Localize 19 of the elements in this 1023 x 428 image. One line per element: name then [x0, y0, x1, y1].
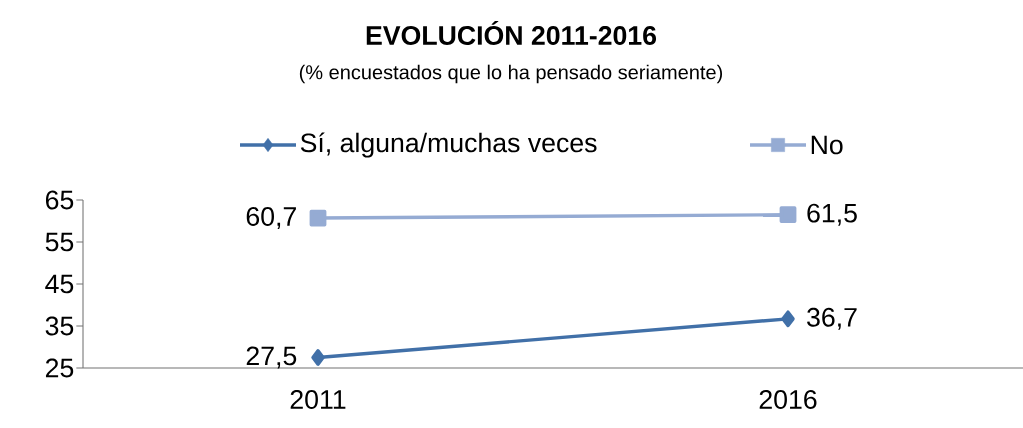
data-label: 60,7 [246, 207, 296, 230]
y-tick-label: 65 [45, 190, 74, 210]
data-label: 27,5 [246, 346, 297, 369]
x-tick-label: 2011 [290, 390, 346, 409]
point [781, 310, 795, 328]
legend-label: No [811, 135, 843, 155]
y-tick-label: 55 [45, 232, 74, 252]
point [779, 206, 797, 224]
point [311, 349, 325, 366]
data-label: 61,5 [807, 203, 857, 226]
y-tick-label: 35 [45, 316, 74, 336]
legend-label: Sí, alguna/muchas veces [300, 132, 597, 158]
y-tick-label: 25 [45, 358, 74, 378]
data-label: 36,7 [807, 307, 857, 330]
chart-subtitle: (% encuestados que lo ha pensado seriamente) [299, 64, 723, 84]
point [309, 209, 327, 227]
chart-title: EVOLUCIÓN 2011-2016 [366, 21, 657, 45]
x-tick-label: 2016 [759, 390, 817, 409]
y-tick-label: 45 [45, 274, 74, 294]
